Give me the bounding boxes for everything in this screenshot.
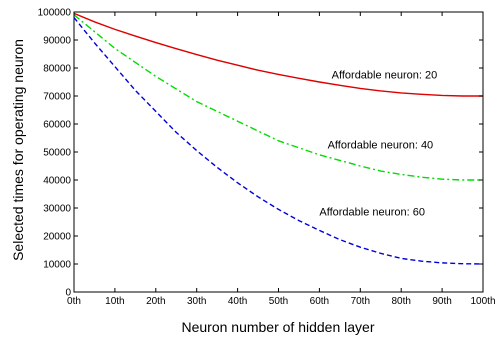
x-axis-label: Neuron number of hidden layer <box>181 319 374 335</box>
y-tick-label: 0 <box>65 288 71 299</box>
x-tick-label: 70th <box>351 296 370 307</box>
y-tick-label: 30000 <box>43 204 71 215</box>
y-tick-label: 10000 <box>43 260 71 271</box>
series-annotation-2: Affordable neuron: 40 <box>328 139 434 151</box>
x-tick-label: 50th <box>269 296 288 307</box>
x-tick-label: 40th <box>228 296 247 307</box>
y-axis-label: Selected times for operating neuron <box>10 39 26 261</box>
x-tick-label: 90th <box>432 296 451 307</box>
plot-frame <box>73 11 484 293</box>
y-tick-label: 50000 <box>43 148 71 159</box>
y-tick-label: 80000 <box>43 64 71 75</box>
y-tick-label: 90000 <box>43 36 71 47</box>
x-tick-label: 10th <box>105 296 124 307</box>
y-tick-label: 20000 <box>43 232 71 243</box>
x-tick-label: 0th <box>67 296 81 307</box>
tick-layer: 0th 10th 20th 30th 40th 50th 60th 70th 80th 90th 1… <box>38 8 496 308</box>
x-tick-label: 30th <box>187 296 206 307</box>
series-line-2 <box>73 14 483 181</box>
series-layer <box>73 12 484 265</box>
series-annotation-3: Affordable neuron: 60 <box>319 207 425 219</box>
series-line-3 <box>73 17 484 265</box>
x-tick-label: 100th <box>470 296 495 307</box>
y-tick-label: 40000 <box>43 176 71 187</box>
series-annotation-1: Affordable neuron: 20 <box>332 69 438 81</box>
y-tick-label: 70000 <box>43 92 71 103</box>
plot-area <box>73 11 484 293</box>
y-tick-label: 60000 <box>43 120 71 131</box>
annotation-layer: Affordable neuron: 20 Affordable neuron: … <box>319 69 437 218</box>
x-tick-label: 80th <box>391 296 410 307</box>
x-tick-label: 60th <box>310 296 329 307</box>
series-line-1 <box>73 12 483 97</box>
y-tick-label: 100000 <box>38 8 72 19</box>
x-tick-label: 20th <box>146 296 165 307</box>
